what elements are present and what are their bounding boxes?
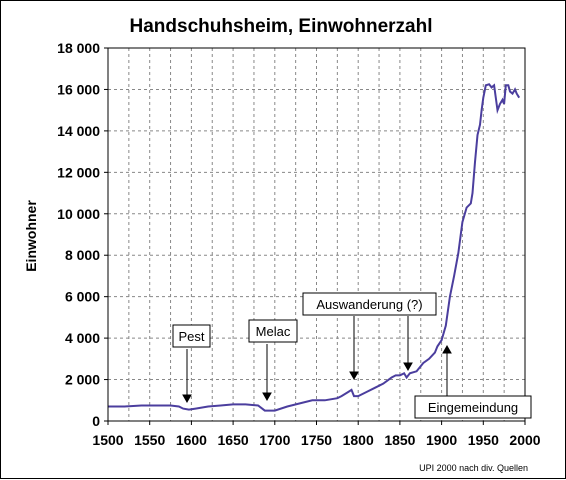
annotation-eingemeindung-label: Eingemeindung	[428, 400, 518, 415]
y-tick-label: 6 000	[65, 289, 100, 305]
x-tick-label: 1700	[259, 432, 290, 448]
x-tick-label: 1750	[301, 432, 332, 448]
y-tick-label: 4 000	[65, 330, 100, 346]
x-tick-label: 1500	[92, 432, 123, 448]
y-tick-labels: 0 2 000 4 000 6 000 8 000 10 000 12 000 14 000 1…	[57, 40, 108, 429]
x-tick-label: 1800	[343, 432, 374, 448]
annotation-pest-label: Pest	[178, 329, 204, 344]
y-tick-label: 18 000	[57, 40, 100, 56]
grid-lines	[108, 48, 525, 421]
y-tick-label: 12 000	[57, 164, 100, 180]
annotation-auswanderung-label: Auswanderung (?)	[316, 297, 422, 312]
y-axis-label: Einwohner	[23, 200, 39, 272]
chart-title: Handschuhsheim, Einwohnerzahl	[130, 16, 433, 37]
annotation-melac: Melac	[248, 319, 298, 343]
y-tick-label: 16 000	[57, 81, 100, 97]
auswanderung-arrow-1-head	[349, 371, 359, 381]
x-tick-label: 1850	[384, 432, 415, 448]
source-credit: UPI 2000 nach div. Quellen	[419, 463, 528, 473]
y-tick-label: 14 000	[57, 123, 100, 139]
melac-arrow-head	[262, 392, 272, 402]
x-tick-label: 1950	[468, 432, 499, 448]
x-tick-label: 1900	[426, 432, 457, 448]
annotation-pest: Pest	[172, 324, 211, 348]
x-tick-label: 1600	[176, 432, 207, 448]
auswanderung-arrow-2-head	[403, 362, 413, 372]
y-tick-label: 0	[92, 413, 100, 429]
plot-border	[107, 47, 526, 422]
y-tick-label: 2 000	[65, 372, 100, 388]
y-tick-label: 8 000	[65, 247, 100, 263]
eingemeindung-arrow-head	[442, 344, 452, 354]
annotation-melac-label: Melac	[256, 324, 291, 339]
annotation-arrows	[182, 316, 452, 404]
annotation-eingemeindung: Eingemeindung	[414, 395, 532, 419]
x-tick-label: 2000	[509, 432, 540, 448]
pest-arrow-head	[182, 394, 192, 404]
annotation-auswanderung: Auswanderung (?)	[302, 292, 437, 316]
x-tick-label: 1650	[218, 432, 249, 448]
population-series-line	[108, 83, 521, 412]
x-tick-labels: 1500 1550 1600 1650 1700 1750 1800 1850 1900 1950…	[92, 421, 541, 448]
x-tick-label: 1550	[134, 432, 165, 448]
y-tick-label: 10 000	[57, 206, 100, 222]
